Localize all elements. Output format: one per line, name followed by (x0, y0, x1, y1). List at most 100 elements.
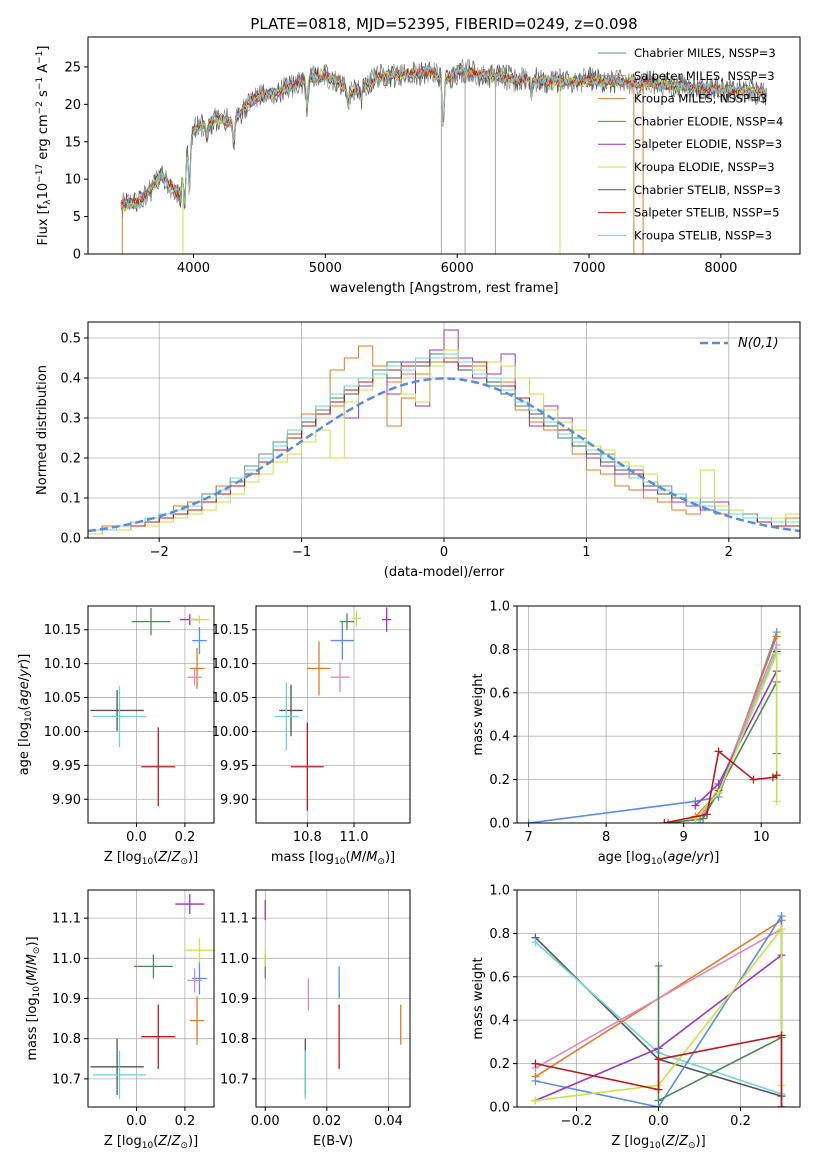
weight_vs_age-ylabel: mass weight (471, 673, 486, 755)
age_vs_mass-point (307, 641, 331, 696)
weight_vs_age-marker (702, 810, 711, 819)
spectrum-legend-label: Salpeter ELODIE, NSSP=3 (634, 137, 782, 151)
residual_hist-ytick-label: 0.0 (60, 532, 81, 547)
age_vs_mass-xtick-label: 11.0 (340, 830, 369, 845)
mass_vs_Z-point (141, 1004, 176, 1069)
age_vs_Z-point (92, 686, 147, 748)
weight_vs_age-marker (524, 819, 533, 823)
weight_vs_Z-marker (531, 1096, 540, 1105)
mass_vs_Z-ytick-label: 11.1 (52, 912, 81, 927)
age_vs_mass-point (330, 621, 354, 660)
age_vs_Z-point (141, 727, 176, 807)
age_vs_Z-ytick-label: 9.90 (52, 793, 81, 808)
age_vs_mass-point (382, 607, 392, 632)
mass_vs_ebv-ytick-label: 11.0 (220, 952, 249, 967)
weight_vs_age-marker (772, 771, 781, 780)
weight_vs_age-ytick-label: 0.6 (489, 686, 510, 701)
residual_hist-xtick-label: 0 (440, 545, 448, 560)
spectrum-legend-label: Salpeter MILES, NSSP=3 (634, 69, 775, 83)
weight_vs_age-marker (714, 747, 723, 756)
age_vs_mass-point (274, 682, 298, 751)
residual-legend: N(0,1) (700, 336, 779, 351)
weight_vs_Z-marker (654, 961, 663, 970)
mass_vs_ebv-plot-area (264, 900, 402, 1099)
spectrum-xtick-label: 4000 (177, 261, 210, 276)
age_vs_mass-point (291, 722, 324, 811)
weight_vs_Z-ytick-label: 0.0 (489, 1101, 510, 1116)
age_vs_mass-point (351, 610, 361, 627)
spectrum-xtick-label: 7000 (572, 261, 605, 276)
weight_vs_age-ytick-label: 0.2 (489, 773, 510, 788)
mass_vs_Z-point (189, 996, 205, 1045)
weight_vs_Z-marker (654, 1096, 663, 1105)
age_vs_mass-plot-area (274, 607, 392, 811)
mass_vs_ebv-xtick-label: 0.04 (374, 1114, 403, 1129)
spectrum-ytick-label: 25 (64, 60, 81, 75)
normal-curve (88, 377, 800, 533)
spectrum-legend-label: Kroupa MILES, NSSP=3 (634, 92, 767, 106)
weight_vs_age-marker (772, 632, 781, 641)
weight_vs_age-xtick-label: 9 (680, 830, 688, 845)
spectrum-legend-label: Chabrier MILES, NSSP=3 (634, 46, 776, 60)
weight_vs_age-xlabel: age [log10(age/yr)] (598, 850, 720, 867)
age_vs_mass-ytick-label: 10.00 (212, 725, 249, 740)
mass_vs_Z-panel: 0.0 0.2 10.7 10.8 10.9 11.0 11.1 Z [log10(Z/Z⊙)… (25, 889, 215, 1151)
age_vs_Z-ytick-label: 10.10 (44, 657, 81, 672)
weight_vs_Z-marker (777, 912, 786, 921)
spectrum-ytick-label: 15 (64, 135, 81, 150)
weight_vs_Z-marker (654, 1085, 663, 1094)
age_vs_Z-ytick-label: 9.95 (52, 759, 81, 774)
age_vs_mass-ytick-label: 10.05 (212, 691, 249, 706)
weight_vs_Z-xtick-label: 0.0 (648, 1114, 669, 1129)
weight_vs_Z-xlabel: Z [log10(Z/Z⊙)] (611, 1134, 705, 1151)
spectrum-frame (87, 36, 801, 255)
weight_vs_Z-ytick-label: 0.2 (489, 1057, 510, 1072)
residual_hist-xtick-label: 2 (725, 545, 733, 560)
weight_vs_age-marker (749, 775, 758, 784)
mass_vs_Z-xtick-label: 0.0 (126, 1114, 147, 1129)
mass_vs_Z-point (134, 954, 173, 979)
age_vs_mass-ytick-label: 9.95 (220, 759, 249, 774)
weight_vs_Z-series-line (535, 926, 783, 1102)
mass_vs_Z-xlabel: Z [log10(Z/Z⊙)] (104, 1134, 198, 1151)
spectrum-xtick-label: 8000 (704, 261, 737, 276)
residual_hist-ytick-label: 0.4 (60, 372, 81, 387)
age_vs_Z-ylabel: age [log10(age/yr)] (17, 654, 34, 776)
residual_hist-plot-area (88, 329, 800, 535)
mass_vs_Z-ylabel: mass [log10(M/M⊙)] (25, 936, 42, 1060)
residual_hist-ytick-label: 0.1 (60, 492, 81, 507)
mass_vs_Z-point (175, 894, 205, 915)
panels: 4000 5000 6000 7000 80000510152025wavelength… (17, 36, 801, 1151)
weight_vs_age-marker (695, 819, 704, 823)
mass_vs_Z-point (187, 968, 202, 993)
spectrum-ytick-label: 5 (73, 210, 81, 225)
weight_vs_age-frame (516, 605, 801, 824)
weight_vs_Z-marker (531, 1059, 540, 1068)
weight_vs_Z-marker (531, 938, 540, 947)
weight_vs_age-xtick-label: 7 (524, 830, 532, 845)
age_vs_Z-panel: 0.0 0.2 9.90 9.95 10.00 10.05 10.10 10.15 Z [log… (17, 605, 215, 867)
mass_vs_ebv-ytick-label: 10.8 (220, 1032, 249, 1047)
spectrum-legend-label: Salpeter STELIB, NSSP=5 (634, 206, 780, 220)
age_vs_Z-xtick-label: 0.2 (175, 830, 196, 845)
spectrum-legend-label: Kroupa STELIB, NSSP=3 (634, 228, 772, 242)
spectrum-xtick-label: 5000 (309, 261, 342, 276)
weight_vs_Z-marker (777, 1031, 786, 1040)
weight_vs_age-marker (772, 797, 781, 806)
mass_vs_Z-point (90, 1038, 144, 1095)
weight_vs_Z-panel: −0.2 0.0 0.2 0.0 0.2 0.4 0.6 0.8 1.0 Z [log10(Z/Z… (471, 884, 801, 1151)
age_vs_Z-point (189, 615, 210, 624)
age_vs_Z-xtick-label: 0.0 (126, 830, 147, 845)
age_vs_Z-point (189, 648, 205, 689)
age_vs_mass-xlabel: mass [log10(M/M⊙)] (271, 850, 395, 867)
age_vs_Z-ytick-label: 10.15 (44, 623, 81, 638)
weight_vs_Z-marker (777, 1103, 786, 1107)
weight_vs_Z-xtick-label: 0.2 (730, 1114, 751, 1129)
residual-legend-label: N(0,1) (738, 336, 779, 351)
weight_vs_Z-ytick-label: 1.0 (489, 884, 510, 899)
weight_vs_age-marker (691, 801, 700, 810)
age_vs_mass-ytick-label: 9.90 (220, 793, 249, 808)
weight_vs_Z-marker (531, 1076, 540, 1085)
age_vs_Z-plot-area (90, 608, 210, 807)
